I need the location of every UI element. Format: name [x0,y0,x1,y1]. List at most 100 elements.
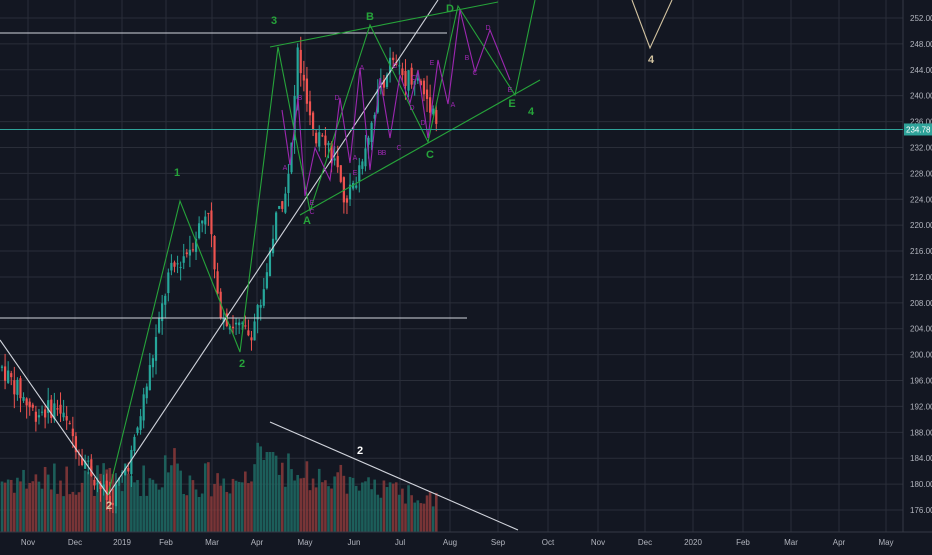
candle-body [281,201,284,209]
volume-bar [123,463,127,532]
candle-body [336,156,339,168]
candle-body [407,70,410,91]
candle-body [161,303,164,322]
sub-wave-label: C [411,75,416,82]
volume-bar [314,487,318,532]
volume-bar [77,492,81,532]
volume-bar [93,495,96,532]
candle-body [87,460,90,462]
volume-bar [83,470,87,532]
candle-body [370,122,373,143]
sub-wave-label: A [353,155,358,162]
wave-label: 1 [174,167,180,179]
x-tick-label: Mar [205,538,219,547]
y-tick-label: 208.00 [910,299,932,308]
candle-body [65,416,68,421]
candle-body [339,165,342,182]
candle-body [404,70,407,86]
volume-bar [287,453,290,532]
candle-body [127,468,130,472]
last-price-tag [904,123,932,136]
candle-body [330,143,333,164]
candle-body [419,80,422,86]
volume-bar [244,471,247,532]
x-tick-label: Apr [251,538,264,547]
x-tick-label: Nov [21,538,35,547]
candle-body [179,266,182,268]
grid-lines [0,0,903,532]
candle-body [321,135,324,137]
volume-bar [49,489,53,532]
candle-body [157,317,161,333]
volume-bar [428,492,432,532]
volume-bar [194,489,198,532]
x-tick-label: May [878,538,893,547]
candle-body [315,132,318,144]
volume-bar [228,493,232,532]
sub-wave-label: B [382,150,387,157]
candle-body [305,78,309,104]
candle-body [262,289,265,306]
volume-bar [336,472,340,532]
volume-bar [394,482,398,532]
candle-body [247,330,250,336]
wave-label: D [446,3,454,15]
volume-bar [342,475,346,532]
volume-bar [382,480,386,532]
volume-bar [9,479,13,532]
volume-bar [425,495,429,532]
candle-body [361,161,364,169]
volume-bar [299,478,303,532]
volume-bar [385,487,389,532]
candle-body [425,89,429,99]
volume-bar [176,463,179,532]
drawing-lines[interactable] [0,0,673,531]
x-tick-label: Apr [833,538,846,547]
x-tick-label: Dec [638,538,652,547]
volume-bar [207,462,210,532]
candle-body [348,184,352,200]
volume-bar [240,482,244,532]
x-tick-label: 2020 [684,538,702,547]
y-tick-label: 176.00 [910,506,932,515]
volume-bar [6,479,10,532]
candle-body [213,236,216,270]
candle-body [284,193,287,213]
volume-bar [253,464,256,532]
volume-bar [311,478,315,532]
candle-body [170,262,173,271]
volume-bar [28,482,32,532]
x-tick-label: Dec [68,538,82,547]
x-tick-label: Oct [542,538,555,547]
volume-bar [130,476,133,532]
wave-label: E [508,98,515,110]
y-tick-label: 216.00 [910,247,932,256]
candle-body [13,380,16,395]
volume-bar [167,472,170,532]
y-tick-label: 204.00 [910,325,932,334]
candle-body [265,272,268,289]
candle-body [167,272,170,294]
candle-body [429,97,432,113]
candle-body [311,112,315,130]
volume-bar [56,493,59,532]
candle-body [256,305,259,320]
candle-body [145,386,148,399]
candle-body [250,337,253,341]
volume-bar [188,475,192,532]
volume-bar [268,452,272,532]
volume-bar [302,477,306,532]
candle-body [136,427,139,434]
candlesticks[interactable] [0,36,438,514]
volume-bar [213,484,216,532]
candle-body [287,173,290,193]
x-tick-label: Nov [591,538,605,547]
candle-body [318,132,321,147]
x-tick-label: Jul [395,538,405,547]
candle-body [268,250,272,277]
candle-body [10,373,13,378]
volume-bar [401,488,404,532]
x-tick-label: Jun [348,538,361,547]
